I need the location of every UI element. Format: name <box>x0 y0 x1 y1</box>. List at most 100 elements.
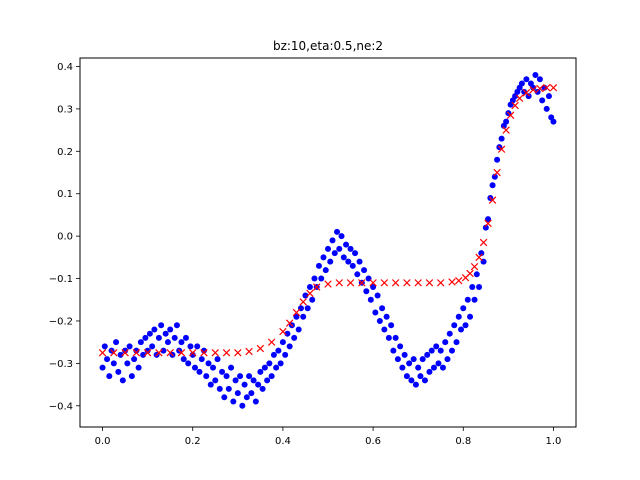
data-point <box>304 305 311 312</box>
data-point <box>167 326 174 333</box>
data-point <box>284 330 291 337</box>
data-point <box>325 245 331 252</box>
data-point <box>122 347 129 354</box>
x-tick-label: 0.6 <box>365 436 381 447</box>
fit-marker <box>155 349 163 357</box>
data-point <box>460 305 467 312</box>
data-point <box>146 330 153 337</box>
data-point <box>264 377 271 384</box>
data-point <box>250 377 257 384</box>
data-point <box>453 339 460 346</box>
x-tick-label: 1.0 <box>546 436 562 447</box>
data-point <box>164 339 171 346</box>
data-point <box>352 250 359 257</box>
data-point <box>489 182 496 189</box>
data-point <box>126 343 133 350</box>
data-point <box>203 373 210 380</box>
data-point <box>388 322 395 329</box>
fit-marker <box>121 349 129 357</box>
data-point <box>367 296 374 303</box>
fit-marker <box>335 279 343 287</box>
fit-marker <box>346 279 355 287</box>
data-point <box>503 118 510 125</box>
data-point <box>331 250 338 257</box>
fit-marker <box>166 349 174 357</box>
data-point <box>340 254 347 261</box>
data-point <box>421 377 428 384</box>
fit-marker <box>479 238 488 247</box>
data-point <box>173 322 180 329</box>
data-point <box>401 351 408 358</box>
data-point <box>178 339 185 346</box>
data-point <box>205 360 212 367</box>
fit-marker <box>414 279 422 287</box>
data-point <box>315 262 322 269</box>
data-point <box>171 334 178 341</box>
x-tick-label: 0.8 <box>455 436 471 447</box>
data-point <box>160 347 167 354</box>
data-point <box>182 334 189 341</box>
plot-area <box>98 71 558 409</box>
x-tick-label: 0.0 <box>95 436 111 447</box>
data-point <box>257 368 264 375</box>
data-point <box>300 313 307 320</box>
fit-marker <box>369 279 377 287</box>
fit-marker <box>267 338 276 346</box>
data-point <box>446 330 453 337</box>
data-point <box>464 296 471 303</box>
data-point <box>162 330 169 337</box>
data-point <box>397 343 404 350</box>
data-point <box>201 347 207 354</box>
fit-marker <box>211 349 219 357</box>
data-point <box>363 288 370 295</box>
fit-marker <box>549 83 558 92</box>
data-point <box>338 233 345 240</box>
data-point <box>311 275 318 282</box>
fit-marker <box>234 349 242 357</box>
data-point <box>408 377 415 384</box>
data-point <box>345 258 352 265</box>
fit-marker <box>448 278 456 286</box>
y-tick-label: −0.1 <box>49 274 73 285</box>
data-point <box>318 275 325 282</box>
data-point <box>530 84 537 91</box>
data-point <box>419 356 426 363</box>
fit-marker <box>358 279 366 287</box>
data-point <box>198 356 205 363</box>
data-point <box>219 368 226 375</box>
data-point <box>455 313 462 320</box>
data-point <box>329 237 336 244</box>
fit-marker <box>200 349 208 357</box>
data-point <box>478 250 485 257</box>
data-point <box>210 364 217 371</box>
data-point <box>155 334 162 341</box>
y-tick-label: −0.4 <box>49 401 73 412</box>
data-point <box>385 334 392 341</box>
fit-marker <box>466 269 474 278</box>
data-point <box>295 326 302 333</box>
y-tick-label: 0.0 <box>57 232 73 243</box>
data-point <box>144 347 151 354</box>
fit-marker <box>256 344 265 353</box>
fit-marker <box>222 349 231 357</box>
data-point <box>243 394 250 401</box>
data-point <box>343 241 350 248</box>
data-point <box>255 381 262 388</box>
data-point <box>491 173 498 180</box>
data-point <box>543 105 550 112</box>
data-point <box>336 245 343 252</box>
data-point <box>252 398 259 405</box>
chart-title: bz:10,eta:0.5,ne:2 <box>273 39 383 53</box>
data-point <box>309 296 316 303</box>
data-point <box>435 360 442 367</box>
data-point <box>482 224 489 231</box>
data-point <box>273 364 280 371</box>
data-point <box>476 284 483 291</box>
fit-marker <box>529 86 537 94</box>
data-point <box>131 356 138 363</box>
data-point <box>372 309 379 316</box>
fit-marker <box>110 349 118 357</box>
data-point <box>536 76 543 83</box>
data-point <box>415 364 422 371</box>
